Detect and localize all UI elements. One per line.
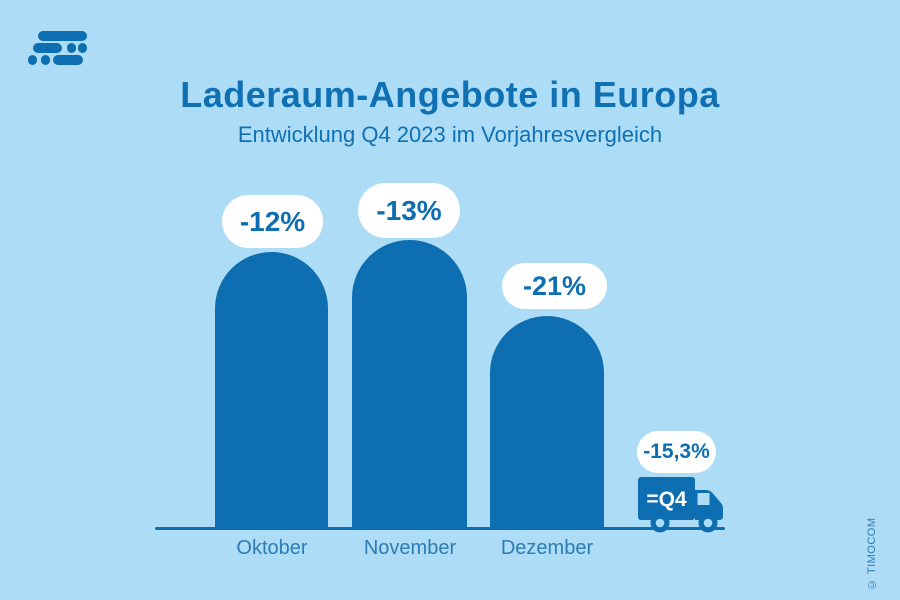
logo-bar-icon [53,55,83,65]
bar-oktober [215,252,328,529]
logo-dot-icon [67,43,76,53]
truck-wheel-hub [655,518,665,528]
q4-summary-badge: -15,3% [637,431,716,473]
logo-dot-icon [28,55,37,65]
value-badge-dezember: -21% [502,263,607,309]
logo-bar-icon [38,31,87,41]
q4-truck-label: =Q4 [646,488,687,511]
category-label-november: November [363,537,457,559]
value-badge-oktober: -12% [222,195,323,248]
bar-dezember [490,316,604,529]
logo-bar-icon [33,43,62,53]
category-label-oktober: Oktober [236,537,308,559]
truck-icon: =Q4 [638,477,723,533]
copyright-text: © TIMOCOM [866,517,878,590]
value-badge-november: -13% [358,183,460,238]
bar-november [352,240,467,529]
page-subtitle: Entwicklung Q4 2023 im Vorjahresvergleic… [237,122,663,147]
category-label-dezember: Dezember [500,537,594,559]
x-axis-line [155,527,725,530]
truck-wheel-hub [703,518,713,528]
timocom-logo-icon [28,31,90,68]
logo-dot-icon [78,43,87,53]
truck-body [638,477,695,520]
page-title: Laderaum-Angebote in Europa [180,74,720,115]
truck-window [697,493,710,505]
logo-dot-icon [41,55,50,65]
